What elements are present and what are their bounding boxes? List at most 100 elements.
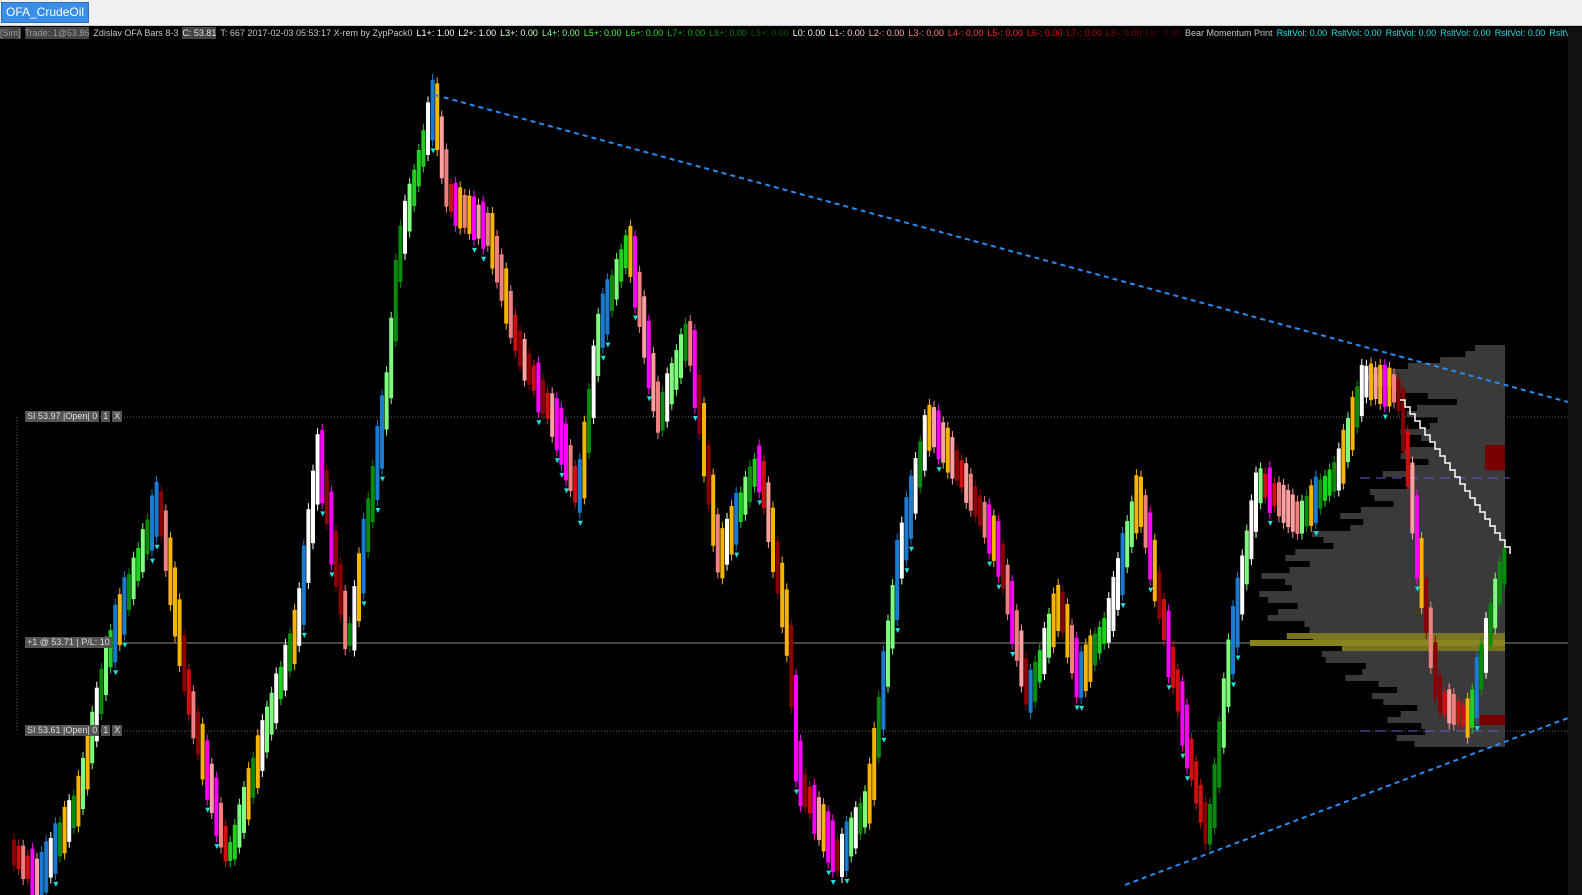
candle-body bbox=[697, 374, 702, 434]
candle-body bbox=[94, 687, 99, 742]
header-item: L9+: 0.00 bbox=[750, 28, 789, 38]
candle-body bbox=[85, 731, 90, 790]
candle-body bbox=[182, 635, 187, 692]
candle-body bbox=[145, 519, 150, 555]
signal-arrow bbox=[844, 878, 850, 884]
candle-body bbox=[99, 668, 104, 715]
candle-body bbox=[81, 757, 85, 810]
candle-body bbox=[899, 522, 904, 579]
header-item: Trade: 1@53.86 bbox=[24, 27, 90, 39]
signal-arrow bbox=[1474, 726, 1480, 732]
candle-body bbox=[1373, 367, 1378, 399]
header-item: L4+: 0.00 bbox=[541, 28, 580, 38]
candle-body bbox=[476, 204, 481, 239]
order-close[interactable]: X bbox=[112, 411, 123, 422]
candle-body bbox=[426, 102, 430, 156]
candle-body bbox=[131, 557, 136, 600]
candle-body bbox=[1451, 693, 1456, 725]
candle-body bbox=[725, 518, 729, 565]
candle-body bbox=[1194, 761, 1199, 804]
candle-body bbox=[1277, 482, 1281, 517]
candle-body bbox=[315, 434, 320, 505]
candle-body bbox=[568, 445, 573, 492]
volume-profile-bar bbox=[1417, 405, 1505, 411]
candle-body bbox=[1116, 558, 1120, 610]
signal-arrow bbox=[430, 148, 436, 154]
signal-arrow bbox=[1267, 520, 1273, 526]
volume-profile-bar bbox=[1407, 483, 1505, 489]
signal-arrow bbox=[481, 256, 487, 262]
candle-body bbox=[573, 466, 578, 503]
candle-body bbox=[444, 149, 449, 207]
candle-body bbox=[1125, 521, 1130, 568]
signal-arrow bbox=[1166, 685, 1172, 691]
candle-body bbox=[1359, 364, 1364, 416]
signal-arrow bbox=[904, 568, 910, 574]
volume-profile-bar bbox=[1261, 573, 1505, 579]
order-qty[interactable]: 1 bbox=[101, 411, 111, 422]
candle-body bbox=[430, 79, 435, 141]
candle-body bbox=[564, 423, 568, 481]
order-qty[interactable]: 1 bbox=[101, 725, 111, 736]
candle-body bbox=[904, 497, 909, 561]
order-label[interactable]: SI 53.97 |Open| 0 bbox=[25, 411, 100, 422]
candle-body bbox=[955, 450, 959, 481]
signal-arrow bbox=[605, 342, 611, 348]
candle-body bbox=[122, 577, 127, 635]
candle-body bbox=[370, 466, 375, 523]
candle-body bbox=[48, 838, 53, 878]
volume-profile-bar bbox=[1309, 627, 1505, 633]
candle-body bbox=[761, 460, 766, 509]
volume-profile-bar bbox=[1360, 507, 1505, 513]
candle-body bbox=[1479, 643, 1484, 690]
candle-body bbox=[913, 458, 918, 514]
volume-profile-bar bbox=[1321, 651, 1505, 657]
candle-body bbox=[504, 268, 509, 324]
candle-body bbox=[909, 475, 913, 539]
candle-body bbox=[890, 585, 895, 649]
candle-body bbox=[683, 323, 688, 361]
candle-body bbox=[1438, 675, 1442, 713]
candle-body bbox=[1493, 578, 1498, 629]
candle-body bbox=[1263, 473, 1268, 498]
candle-body bbox=[1272, 483, 1277, 507]
candle-body bbox=[1047, 613, 1051, 658]
candle-body bbox=[669, 363, 674, 405]
candle-body bbox=[1231, 606, 1235, 675]
candle-body bbox=[1254, 472, 1258, 532]
position-label[interactable]: +1 @ 53.71 | P/L: 10 bbox=[25, 637, 112, 648]
candle-body bbox=[1065, 604, 1070, 658]
volume-profile-bar bbox=[1396, 387, 1505, 393]
volume-profile-bar bbox=[1382, 471, 1505, 477]
candle-body bbox=[766, 482, 771, 543]
candle-body bbox=[1470, 689, 1475, 728]
candle-body bbox=[219, 802, 223, 848]
candle-body bbox=[964, 463, 969, 503]
volume-profile-bar bbox=[1341, 645, 1505, 651]
order-close[interactable]: X bbox=[112, 725, 123, 736]
candle-body bbox=[1488, 603, 1493, 646]
candle-body bbox=[550, 393, 555, 437]
candle-body bbox=[692, 330, 697, 409]
volume-profile-bar bbox=[1387, 717, 1505, 723]
candle-body bbox=[872, 728, 877, 800]
volume-profile-bar bbox=[1400, 453, 1505, 459]
candle-body bbox=[154, 481, 159, 537]
volume-profile-bar bbox=[1440, 357, 1505, 363]
candle-body bbox=[90, 711, 95, 764]
candle-body bbox=[775, 541, 780, 594]
order-label[interactable]: SI 53.61 |Open| 0 bbox=[25, 725, 100, 736]
candle-body bbox=[1051, 593, 1056, 648]
candle-body bbox=[1378, 364, 1383, 404]
candle-body bbox=[794, 674, 798, 782]
candle-body bbox=[623, 235, 628, 269]
chart-tab[interactable]: OFA_CrudeOil bbox=[1, 2, 90, 23]
signal-arrow bbox=[361, 601, 367, 607]
candle-body bbox=[485, 212, 490, 246]
candle-body bbox=[334, 530, 338, 587]
candle-body bbox=[582, 421, 587, 499]
candle-body bbox=[1281, 484, 1286, 523]
candle-body bbox=[1327, 469, 1332, 496]
volume-profile-bar bbox=[1325, 657, 1505, 663]
